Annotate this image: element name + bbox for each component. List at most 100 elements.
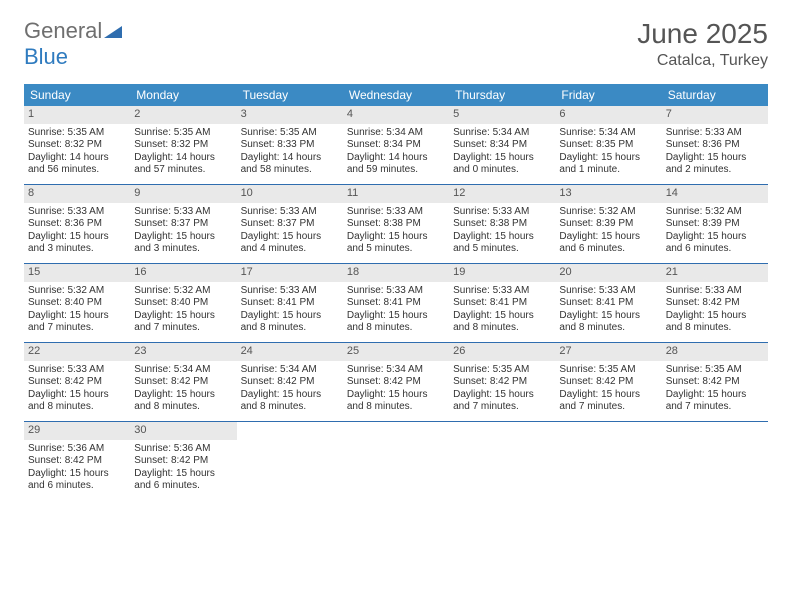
dow-tuesday: Tuesday [237,84,343,106]
day-number: 13 [555,185,661,203]
sunset-line: Sunset: 8:42 PM [28,455,126,468]
sunrise-line: Sunrise: 5:34 AM [241,364,339,377]
day-cell: 18 Sunrise: 5:33 AMSunset: 8:41 PMDayligh… [343,264,449,342]
dow-thursday: Thursday [449,84,555,106]
day-number: 5 [449,106,555,124]
day-cell: 1Sunrise: 5:35 AMSunset: 8:32 PMDaylight… [24,106,130,184]
day-cell: 6Sunrise: 5:34 AMSunset: 8:35 PMDaylight… [555,106,661,184]
day-number: 23 [130,343,236,361]
header: General Blue June 2025 Catalca, Turkey [24,18,768,70]
sunset-line: Sunset: 8:38 PM [453,218,551,231]
day-number: 12 [449,185,555,203]
week-row: 29Sunrise: 5:36 AMSunset: 8:42 PMDayligh… [24,422,768,500]
day-number: 19 [449,264,555,282]
sunset-line: Sunset: 8:42 PM [347,376,445,389]
day-number: 3 [237,106,343,124]
sunset-line: Sunset: 8:35 PM [559,139,657,152]
sunrise-line: Sunrise: 5:33 AM [347,285,445,298]
sunrise-line: Sunrise: 5:33 AM [666,285,764,298]
day-number: 6 [555,106,661,124]
sunset-line: Sunset: 8:41 PM [559,297,657,310]
sunrise-line: Sunrise: 5:34 AM [134,364,232,377]
daylight-line: Daylight: 15 hours and 7 minutes. [453,389,551,414]
sunset-line: Sunset: 8:32 PM [28,139,126,152]
sunset-line: Sunset: 8:36 PM [666,139,764,152]
sunset-line: Sunset: 8:33 PM [241,139,339,152]
sunrise-line: Sunrise: 5:33 AM [453,285,551,298]
sunset-line: Sunset: 8:42 PM [559,376,657,389]
day-number: 21 [662,264,768,282]
week-row: 1Sunrise: 5:35 AMSunset: 8:32 PMDaylight… [24,106,768,185]
day-cell: 8Sunrise: 5:33 AMSunset: 8:36 PMDaylight… [24,185,130,263]
sunrise-line: Sunrise: 5:33 AM [241,206,339,219]
daylight-line: Daylight: 15 hours and 5 minutes. [347,231,445,256]
sunrise-line: Sunrise: 5:34 AM [347,127,445,140]
day-cell: 29Sunrise: 5:36 AMSunset: 8:42 PMDayligh… [24,422,130,500]
calendar: SundayMondayTuesdayWednesdayThursdayFrid… [24,84,768,500]
daylight-line: Daylight: 15 hours and 8 minutes. [347,310,445,335]
day-number: 17 [237,264,343,282]
sunrise-line: Sunrise: 5:33 AM [559,285,657,298]
day-number: 18 [343,264,449,282]
daylight-line: Daylight: 15 hours and 8 minutes. [666,310,764,335]
daylight-line: Daylight: 15 hours and 6 minutes. [559,231,657,256]
daylight-line: Daylight: 14 hours and 58 minutes. [241,152,339,177]
daylight-line: Daylight: 15 hours and 8 minutes. [347,389,445,414]
day-number: 22 [24,343,130,361]
sunrise-line: Sunrise: 5:32 AM [134,285,232,298]
title-block: June 2025 Catalca, Turkey [637,18,768,70]
day-number: 24 [237,343,343,361]
day-cell: 7 Sunrise: 5:33 AMSunset: 8:36 PMDaylight… [662,106,768,184]
day-cell: 3 Sunrise: 5:35 AMSunset: 8:33 PMDaylight… [237,106,343,184]
day-cell: 13Sunrise: 5:32 AMSunset: 8:39 PMDayligh… [555,185,661,263]
day-number: 16 [130,264,236,282]
week-row: 15Sunrise: 5:32 AMSunset: 8:40 PMDayligh… [24,264,768,343]
day-cell: 27Sunrise: 5:35 AMSunset: 8:42 PMDayligh… [555,343,661,421]
day-number: 28 [662,343,768,361]
sunset-line: Sunset: 8:42 PM [134,455,232,468]
daylight-line: Daylight: 15 hours and 8 minutes. [241,389,339,414]
sunrise-line: Sunrise: 5:35 AM [559,364,657,377]
sunrise-line: Sunrise: 5:33 AM [453,206,551,219]
sunrise-line: Sunrise: 5:33 AM [241,285,339,298]
month-title: June 2025 [637,18,768,50]
daylight-line: Daylight: 15 hours and 0 minutes. [453,152,551,177]
sunset-line: Sunset: 8:41 PM [453,297,551,310]
daylight-line: Daylight: 15 hours and 8 minutes. [559,310,657,335]
daylight-line: Daylight: 15 hours and 8 minutes. [28,389,126,414]
dow-sunday: Sunday [24,84,130,106]
sunset-line: Sunset: 8:38 PM [347,218,445,231]
sunset-line: Sunset: 8:42 PM [28,376,126,389]
sunrise-line: Sunrise: 5:33 AM [666,127,764,140]
day-number: 20 [555,264,661,282]
sunset-line: Sunset: 8:37 PM [134,218,232,231]
day-cell: 19Sunrise: 5:33 AMSunset: 8:41 PMDayligh… [449,264,555,342]
day-cell [555,422,661,500]
day-number: 2 [130,106,236,124]
logo: General Blue [24,18,122,70]
day-cell: 22Sunrise: 5:33 AMSunset: 8:42 PMDayligh… [24,343,130,421]
sunset-line: Sunset: 8:41 PM [347,297,445,310]
day-number: 25 [343,343,449,361]
sunrise-line: Sunrise: 5:35 AM [134,127,232,140]
sunrise-line: Sunrise: 5:34 AM [453,127,551,140]
daylight-line: Daylight: 14 hours and 57 minutes. [134,152,232,177]
day-cell: 16Sunrise: 5:32 AMSunset: 8:40 PMDayligh… [130,264,236,342]
dow-monday: Monday [130,84,236,106]
daylight-line: Daylight: 15 hours and 2 minutes. [666,152,764,177]
sunrise-line: Sunrise: 5:35 AM [241,127,339,140]
day-cell: 4Sunrise: 5:34 AMSunset: 8:34 PMDaylight… [343,106,449,184]
sunrise-line: Sunrise: 5:33 AM [347,206,445,219]
sunset-line: Sunset: 8:36 PM [28,218,126,231]
day-number: 7 [662,106,768,124]
day-number: 27 [555,343,661,361]
sunset-line: Sunset: 8:40 PM [134,297,232,310]
day-cell: 28Sunrise: 5:35 AMSunset: 8:42 PMDayligh… [662,343,768,421]
day-number: 14 [662,185,768,203]
sunset-line: Sunset: 8:32 PM [134,139,232,152]
day-cell [237,422,343,500]
sunrise-line: Sunrise: 5:35 AM [453,364,551,377]
weeks-container: 1Sunrise: 5:35 AMSunset: 8:32 PMDaylight… [24,106,768,500]
dow-row: SundayMondayTuesdayWednesdayThursdayFrid… [24,84,768,106]
day-cell: 23Sunrise: 5:34 AMSunset: 8:42 PMDayligh… [130,343,236,421]
